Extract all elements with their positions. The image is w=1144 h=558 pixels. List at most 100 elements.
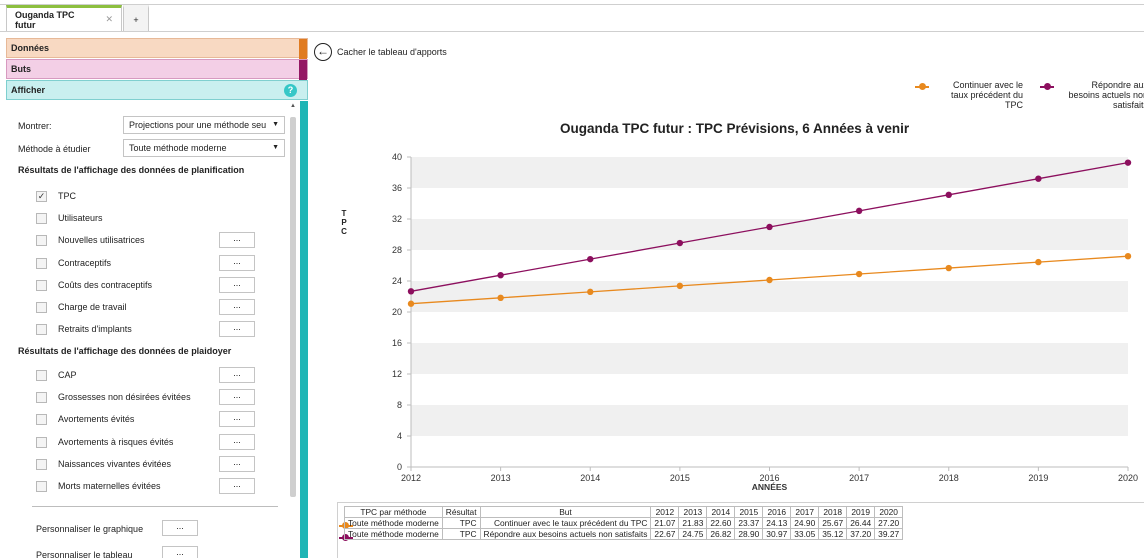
- table-cell: TPC: [441, 528, 481, 540]
- section-buts-label: Buts: [11, 64, 31, 74]
- data-point-series-1: [945, 264, 952, 272]
- checkbox-label-avortements-evites: Avortements évités: [58, 414, 135, 425]
- tab-bar: Ouganda TPC futur ✕ +: [0, 0, 1144, 36]
- checkbox-label-couts-des-contraceptifs: Coûts des contraceptifs: [58, 279, 153, 290]
- options-button-cap[interactable]: ...: [219, 367, 255, 383]
- options-button-couts-des-contraceptifs[interactable]: ...: [219, 276, 255, 293]
- checkbox-retraits-d-implants[interactable]: [36, 324, 47, 336]
- table-cell: 27.20: [874, 517, 904, 529]
- panel-scrollbar[interactable]: ▲: [289, 103, 297, 558]
- table-cell: 35.12: [818, 528, 848, 540]
- add-tab-button[interactable]: +: [123, 5, 149, 31]
- scroll-up-icon[interactable]: ▲: [290, 103, 296, 109]
- checkbox-nouvelles-utilisatrices[interactable]: [36, 235, 47, 247]
- data-point-series-2: [855, 207, 863, 215]
- x-tick-label: 2014: [580, 473, 600, 483]
- y-tick-label: 40: [392, 152, 402, 162]
- tab-ouganda-tpc-futur[interactable]: Ouganda TPC futur ✕: [6, 5, 122, 31]
- checkbox-label-nouvelles-utilisatrices: Nouvelles utilisatrices: [58, 235, 145, 246]
- table-header-cell: 2020: [874, 506, 904, 518]
- y-axis-label-char: T: [341, 209, 347, 218]
- data-point-series-1: [497, 294, 504, 302]
- checkbox-cap[interactable]: [36, 370, 47, 381]
- section-donnees[interactable]: Données: [6, 38, 308, 59]
- data-point-series-2: [407, 288, 415, 295]
- x-tick-label: 2013: [491, 473, 511, 483]
- table-frame: [337, 502, 1144, 558]
- help-icon[interactable]: ?: [284, 84, 297, 97]
- y-axis-label-char: C: [341, 227, 347, 236]
- options-button-avortements-a-risques-evites[interactable]: ...: [219, 433, 255, 450]
- table-header-cell: But: [479, 506, 652, 518]
- options-button-contraceptifs[interactable]: ...: [219, 254, 255, 271]
- divider: [32, 506, 278, 507]
- checkbox-morts-maternelles-evitees[interactable]: [36, 481, 47, 492]
- checkbox-couts-des-contraceptifs[interactable]: [36, 279, 47, 291]
- options-button-naissances-vivantes-evitees[interactable]: ...: [219, 455, 255, 472]
- data-point-series-1: [1124, 253, 1132, 260]
- options-button-charge-de-travail[interactable]: ...: [219, 299, 255, 315]
- section-afficher[interactable]: Afficher ?: [6, 80, 308, 100]
- options-button-retraits-d-implants[interactable]: ...: [219, 321, 255, 338]
- checkbox-naissances-vivantes-evitees[interactable]: [36, 458, 47, 470]
- table-cell: 23.37: [734, 517, 764, 529]
- data-point-series-1: [587, 288, 594, 296]
- legend-marker: [1044, 83, 1051, 90]
- checkbox-avortements-evites[interactable]: [36, 414, 47, 426]
- checkbox-label-charge-de-travail: Charge de travail: [58, 302, 127, 312]
- checkbox-label-contraceptifs: Contraceptifs: [58, 257, 112, 268]
- table-header-cell: TPC par méthode: [344, 506, 443, 518]
- data-point-series-2: [766, 223, 773, 231]
- table-cell: 37.20: [846, 528, 876, 540]
- back-arrow-icon[interactable]: ←: [314, 43, 332, 61]
- x-tick-label: 2019: [1028, 473, 1048, 483]
- advocacy-results-heading: Résultats de l'affichage des données de …: [18, 346, 232, 356]
- show-label: Montrer:: [18, 121, 52, 131]
- y-tick-label: 20: [392, 307, 402, 317]
- customize-chart-button[interactable]: ...: [162, 520, 198, 536]
- table-header-cell: 2017: [790, 506, 820, 518]
- checkbox-contraceptifs[interactable]: [36, 257, 47, 269]
- table-cell: 30.97: [762, 528, 792, 540]
- method-dropdown[interactable]: Toute méthode moderne ▼: [123, 139, 285, 157]
- table-row: Toute méthode moderne TPC Continuer avec l…: [344, 517, 904, 529]
- table-cell: 28.90: [734, 528, 764, 540]
- checkbox-tpc[interactable]: ✓: [36, 191, 47, 202]
- data-point-series-2: [1035, 175, 1042, 182]
- table-row: Toute méthode moderne TPC Répondre aux bes…: [344, 528, 904, 540]
- close-icon[interactable]: ✕: [105, 14, 113, 24]
- checkbox-grossesses-non-desirees-evitees[interactable]: [36, 392, 47, 404]
- checkbox-charge-de-travail[interactable]: [36, 302, 47, 313]
- grid-band: [411, 405, 1128, 436]
- x-axis-label: ANNÉES: [752, 482, 788, 492]
- table-cell: TPC: [441, 517, 481, 529]
- y-tick-label: 24: [392, 276, 402, 286]
- tab-strip-line: [0, 4, 1144, 5]
- chevron-down-icon: ▼: [272, 121, 279, 128]
- table-cell: 25.67: [818, 517, 848, 529]
- grid-band: [411, 157, 1128, 188]
- y-tick-label: 28: [392, 245, 402, 255]
- options-button-morts-maternelles-evitees[interactable]: ...: [219, 478, 255, 494]
- show-dropdown[interactable]: Projections pour une méthode seu ▼: [123, 116, 285, 134]
- table-header-cell: Résultat: [441, 506, 481, 518]
- data-point-series-2: [1124, 159, 1132, 166]
- options-button-grossesses-non-desirees-evitees[interactable]: ...: [219, 389, 255, 406]
- options-button-nouvelles-utilisatrices[interactable]: ...: [219, 232, 255, 249]
- checkbox-utilisateurs[interactable]: [36, 213, 47, 225]
- checkbox-label-grossesses-non-desirees-evitees: Grossesses non désirées évitées: [58, 392, 191, 403]
- section-buts-edge: [299, 60, 307, 80]
- customize-table-button[interactable]: ...: [162, 546, 198, 558]
- data-point-series-1: [407, 300, 415, 307]
- customize-table-label: Personnaliser le tableau: [36, 550, 133, 558]
- panel-edge: [300, 101, 308, 558]
- scrollbar-thumb[interactable]: [290, 117, 296, 497]
- options-button-avortements-evites[interactable]: ...: [219, 411, 255, 428]
- x-tick-label: 2012: [401, 473, 421, 483]
- y-tick-label: 16: [392, 338, 402, 348]
- hide-inputs-link[interactable]: Cacher le tableau d'apports: [337, 47, 447, 57]
- table-cell: 26.44: [846, 517, 876, 529]
- table-cell: 22.67: [650, 528, 680, 540]
- section-buts[interactable]: Buts: [6, 59, 308, 80]
- checkbox-avortements-a-risques-evites[interactable]: [36, 436, 47, 448]
